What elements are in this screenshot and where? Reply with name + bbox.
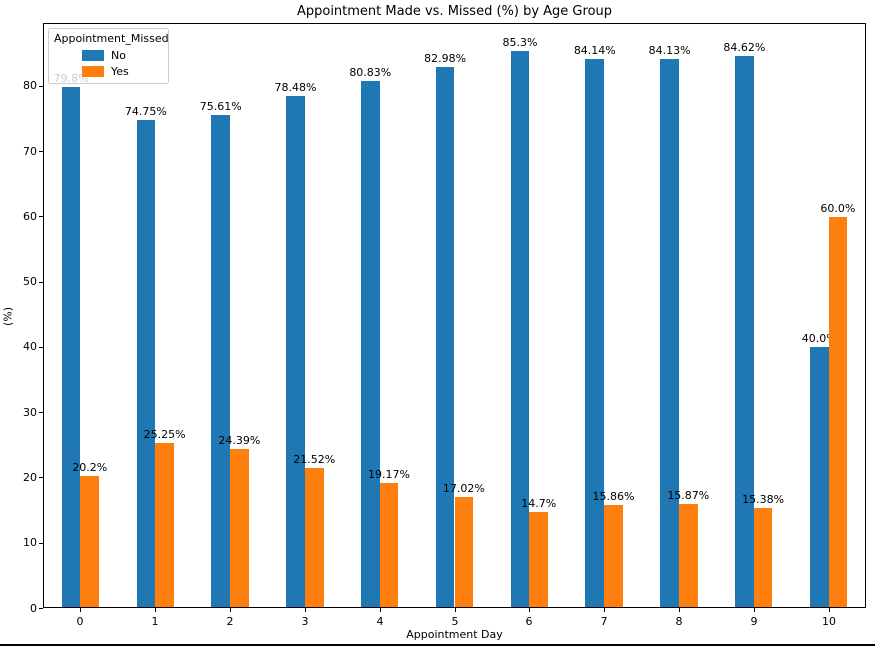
bar-yes-day-1: [155, 443, 174, 607]
bar-yes-day-0: [80, 476, 100, 607]
bar-value-label: 60.0%: [820, 201, 856, 215]
bar-value-label: 15.38%: [742, 492, 785, 506]
y-tick-mark: [39, 543, 43, 544]
y-tick-label: 50: [23, 275, 37, 288]
x-tick-mark: [380, 608, 381, 612]
bar-value-label: 24.39%: [218, 433, 261, 447]
bar-yes-day-3: [304, 467, 324, 607]
x-tick-mark: [455, 608, 456, 612]
bar-value-label: 40.0%: [801, 332, 837, 345]
bar-value-label: 14.7%: [521, 497, 557, 511]
bar-no-day-4: [361, 80, 380, 607]
bar-value-label: 78.48%: [274, 80, 317, 94]
y-tick-label: 10: [23, 536, 37, 549]
x-tick-label: 10: [822, 615, 836, 628]
x-tick-label: 5: [451, 615, 459, 628]
y-tick-mark: [39, 86, 43, 87]
bar-value-label: 20.2%: [72, 461, 108, 475]
bar-value-label: 82.98%: [424, 51, 467, 65]
bar-no-day-9: [735, 55, 754, 607]
legend-swatch-yes: [82, 65, 104, 77]
y-tick-mark: [39, 216, 43, 217]
y-tick-mark: [39, 282, 43, 283]
x-tick-mark: [679, 608, 680, 612]
legend-entry-label: No: [111, 48, 126, 62]
bar-value-label: 17.02%: [442, 481, 485, 495]
x-tick-mark: [230, 608, 231, 612]
bar-value-label: 74.75%: [124, 105, 167, 119]
bar-yes-day-7: [604, 504, 623, 607]
legend-title: Appointment_Missed: [54, 32, 169, 45]
x-tick-label: 9: [750, 615, 758, 628]
x-tick-label: 2: [226, 615, 234, 628]
x-tick-mark: [754, 608, 755, 612]
bar-value-label: 15.86%: [592, 489, 635, 503]
bar-no-day-6: [510, 51, 530, 607]
y-tick-mark: [39, 477, 43, 478]
chart-title: Appointment Made vs. Missed (%) by Age G…: [296, 4, 613, 19]
y-tick-label: 70: [23, 145, 37, 158]
bar-value-label: 21.52%: [293, 452, 336, 466]
legend-entry-label: Yes: [111, 64, 129, 78]
bar-no-day-10: [809, 347, 829, 607]
x-tick-label: 6: [525, 615, 533, 628]
y-axis-label: (%): [1, 306, 15, 327]
bar-no-day-8: [660, 59, 679, 607]
y-tick-mark: [39, 412, 43, 413]
x-tick-label: 8: [675, 615, 683, 628]
y-tick-label: 0: [30, 602, 37, 615]
bar-no-day-3: [286, 95, 305, 607]
y-tick-label: 30: [23, 406, 37, 419]
bar-value-label: 25.25%: [143, 428, 186, 442]
bar-no-day-0: [61, 87, 81, 607]
y-tick-mark: [39, 151, 43, 152]
x-tick-mark: [155, 608, 156, 612]
x-tick-mark: [829, 608, 830, 612]
bar-no-day-7: [585, 59, 605, 607]
bar-value-label: 84.14%: [573, 44, 616, 57]
x-tick-label: 3: [301, 615, 309, 628]
y-tick-mark: [39, 347, 43, 348]
legend-entries: No Yes: [54, 47, 163, 79]
bar-yes-day-10: [828, 216, 848, 607]
bar-no-day-5: [435, 66, 455, 607]
bar-value-label: 84.62%: [723, 40, 766, 54]
bar-value-label: 85.3%: [502, 36, 538, 50]
bar-value-label: 75.61%: [199, 99, 242, 113]
bar-yes-day-6: [529, 512, 548, 607]
y-tick-label: 60: [23, 210, 37, 223]
bar-value-label: 19.17%: [368, 467, 410, 481]
bar-yes-day-2: [230, 448, 249, 607]
bar-yes-day-9: [753, 507, 773, 607]
x-tick-mark: [604, 608, 605, 612]
bar-no-day-2: [211, 114, 230, 607]
legend-entry-no: No: [54, 47, 163, 63]
x-tick-mark: [80, 608, 81, 612]
bar-value-label: 80.83%: [349, 65, 392, 79]
bar-value-label: 84.13%: [648, 44, 691, 57]
bar-yes-day-5: [454, 496, 474, 607]
y-tick-label: 40: [23, 340, 37, 353]
y-tick-label: 20: [23, 471, 37, 484]
x-tick-mark: [305, 608, 306, 612]
y-tick-label: 80: [23, 79, 37, 92]
bottom-separator-line: [0, 644, 875, 646]
bar-yes-day-8: [679, 504, 698, 607]
bar-value-label: 15.87%: [667, 489, 710, 503]
legend-entry-yes: Yes: [54, 63, 163, 79]
bar-yes-day-4: [379, 482, 399, 607]
x-tick-label: 0: [76, 615, 84, 628]
x-tick-label: 4: [376, 615, 384, 628]
x-tick-label: 1: [151, 615, 159, 628]
x-tick-label: 7: [600, 615, 608, 628]
legend-swatch-no: [82, 49, 104, 61]
x-axis-label: Appointment Day: [406, 628, 503, 641]
x-tick-mark: [529, 608, 530, 612]
bar-no-day-1: [136, 120, 156, 607]
y-tick-mark: [39, 608, 43, 609]
legend: Appointment_Missed No Yes: [48, 28, 169, 84]
